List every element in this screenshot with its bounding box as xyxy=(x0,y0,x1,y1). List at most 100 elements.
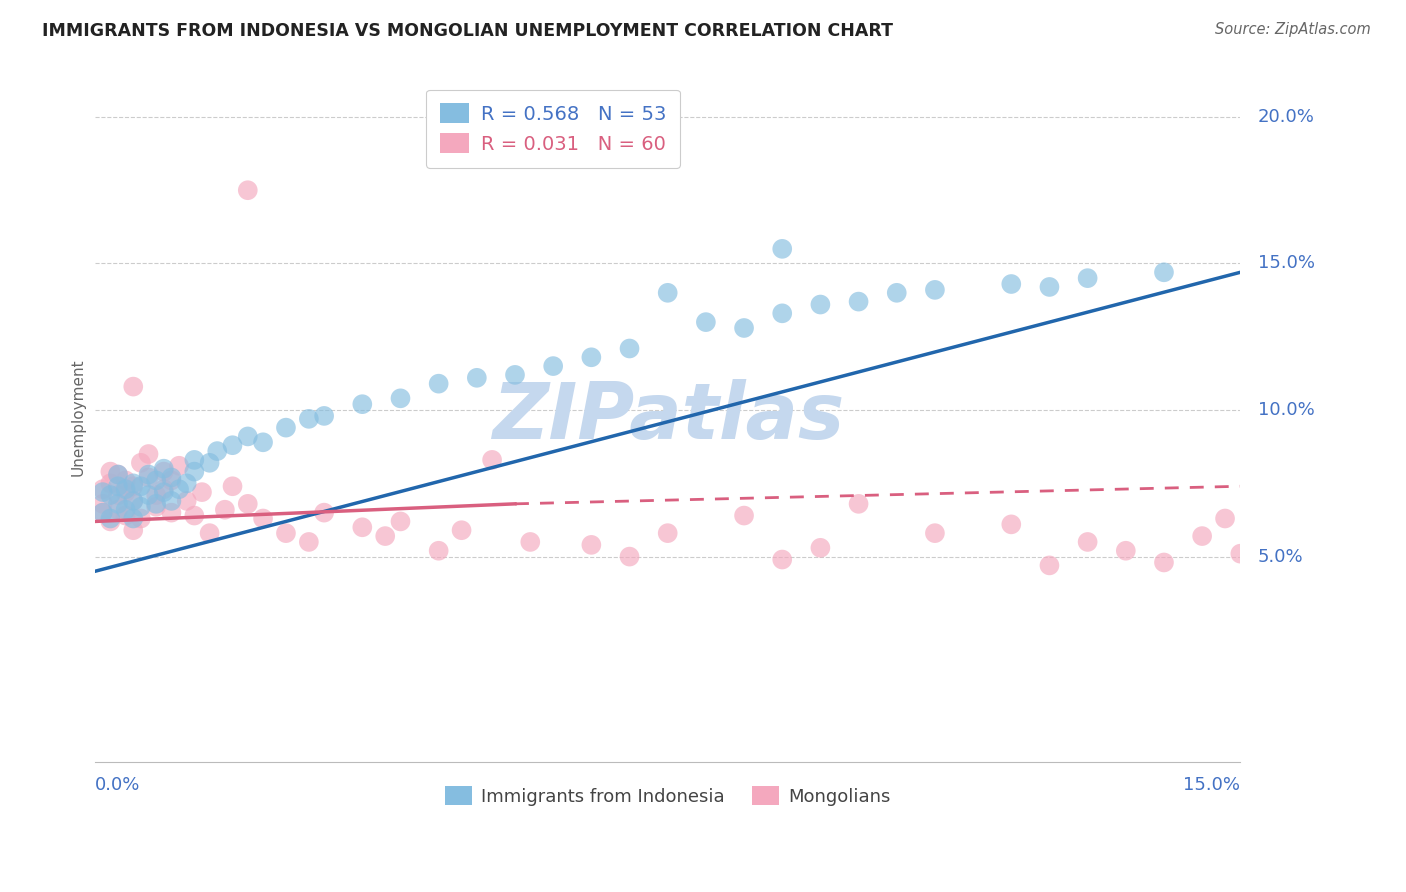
Point xyxy=(160,470,183,484)
Point xyxy=(207,444,229,458)
Point xyxy=(91,485,114,500)
Text: Unemployment: Unemployment xyxy=(70,359,86,476)
Point xyxy=(122,494,145,508)
Point xyxy=(98,476,121,491)
Point xyxy=(91,506,114,520)
Point xyxy=(810,541,832,555)
Point xyxy=(91,506,114,520)
Point xyxy=(886,285,908,300)
Point xyxy=(167,458,190,473)
Point xyxy=(153,485,176,500)
Point xyxy=(114,474,136,488)
Point xyxy=(138,470,160,484)
Point xyxy=(481,453,503,467)
Point xyxy=(114,482,136,496)
Point xyxy=(107,497,129,511)
Point xyxy=(581,538,603,552)
Point xyxy=(314,506,336,520)
Point xyxy=(221,479,243,493)
Text: Source: ZipAtlas.com: Source: ZipAtlas.com xyxy=(1215,22,1371,37)
Point xyxy=(733,321,755,335)
Point xyxy=(427,376,450,391)
Point xyxy=(107,502,129,516)
Point xyxy=(138,488,160,502)
Point xyxy=(1213,511,1236,525)
Point xyxy=(924,526,946,541)
Point xyxy=(1077,535,1099,549)
Point xyxy=(581,351,603,365)
Text: 15.0%: 15.0% xyxy=(1184,776,1240,795)
Point xyxy=(129,500,152,514)
Point xyxy=(1000,517,1022,532)
Point xyxy=(695,315,717,329)
Point xyxy=(114,485,136,500)
Point xyxy=(98,488,121,502)
Point xyxy=(924,283,946,297)
Point xyxy=(129,479,152,493)
Point xyxy=(107,467,129,482)
Point xyxy=(114,508,136,523)
Point xyxy=(107,479,129,493)
Point xyxy=(541,359,564,373)
Point xyxy=(107,488,129,502)
Point xyxy=(153,461,176,475)
Point xyxy=(122,479,145,493)
Point xyxy=(176,476,198,491)
Point xyxy=(427,543,450,558)
Point xyxy=(1115,543,1137,558)
Point xyxy=(183,465,205,479)
Point xyxy=(183,508,205,523)
Point xyxy=(352,520,374,534)
Point xyxy=(503,368,526,382)
Point xyxy=(1153,556,1175,570)
Point xyxy=(298,535,321,549)
Point xyxy=(810,297,832,311)
Point xyxy=(221,438,243,452)
Point xyxy=(657,526,679,541)
Point xyxy=(314,409,336,423)
Point xyxy=(98,515,121,529)
Text: 15.0%: 15.0% xyxy=(1257,254,1315,272)
Point xyxy=(1077,271,1099,285)
Point xyxy=(1153,265,1175,279)
Point xyxy=(619,549,641,564)
Point xyxy=(1191,529,1213,543)
Text: 20.0%: 20.0% xyxy=(1257,108,1315,126)
Point xyxy=(733,508,755,523)
Point xyxy=(214,502,236,516)
Point xyxy=(129,456,152,470)
Point xyxy=(122,476,145,491)
Point xyxy=(657,285,679,300)
Text: 10.0%: 10.0% xyxy=(1257,401,1315,419)
Point xyxy=(114,502,136,516)
Point xyxy=(167,482,190,496)
Point xyxy=(389,392,412,406)
Point xyxy=(122,494,145,508)
Point xyxy=(183,453,205,467)
Point xyxy=(450,523,472,537)
Point xyxy=(465,371,488,385)
Point xyxy=(848,497,870,511)
Point xyxy=(98,511,121,525)
Point xyxy=(252,511,274,525)
Point xyxy=(122,511,145,525)
Point xyxy=(122,379,145,393)
Point xyxy=(1038,558,1060,573)
Point xyxy=(129,511,152,525)
Point xyxy=(91,497,114,511)
Point xyxy=(848,294,870,309)
Point xyxy=(160,494,183,508)
Point xyxy=(770,552,793,566)
Point xyxy=(98,465,121,479)
Point xyxy=(191,485,214,500)
Point xyxy=(198,526,221,541)
Point xyxy=(1038,280,1060,294)
Point xyxy=(160,506,183,520)
Point xyxy=(352,397,374,411)
Point xyxy=(153,465,176,479)
Point xyxy=(1000,277,1022,291)
Point xyxy=(519,535,541,549)
Point xyxy=(389,515,412,529)
Point xyxy=(145,488,167,502)
Point xyxy=(274,526,297,541)
